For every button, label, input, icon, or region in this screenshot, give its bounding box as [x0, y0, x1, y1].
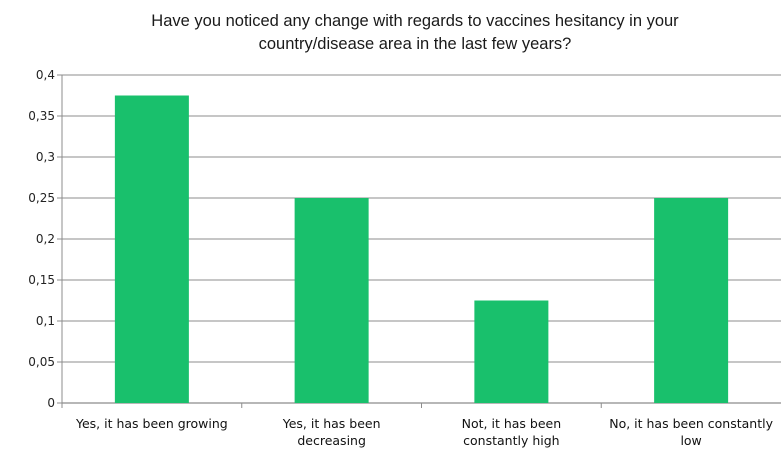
y-tick-label: 0,35 [28, 109, 55, 123]
y-tick-label: 0 [47, 396, 55, 410]
bar [654, 198, 729, 403]
y-tick-label: 0,4 [36, 68, 55, 82]
y-tick-label: 0,2 [36, 232, 55, 246]
x-category-label: Not, it has been [462, 416, 562, 431]
x-category-label: constantly high [463, 433, 559, 448]
x-axis-labels: Yes, it has been growing Yes, it has been… [75, 416, 774, 448]
x-category-label: No, it has been constantly [609, 416, 773, 431]
y-tick-label: 0,3 [36, 150, 55, 164]
y-tick-label: 0,05 [28, 355, 55, 369]
x-category-label: low [680, 433, 701, 448]
bar [474, 300, 549, 403]
y-tick-label: 0,1 [36, 314, 55, 328]
bars [114, 95, 729, 403]
x-category-label: Yes, it has been [282, 416, 381, 431]
y-axis-ticks: 0 0,05 0,1 0,15 0,2 0,25 0,3 0,35 0,4 [28, 68, 55, 410]
x-category-label: Yes, it has been growing [75, 416, 228, 431]
chart-title: Have you noticed any change with regards… [151, 12, 679, 53]
bar [114, 95, 189, 403]
bar [294, 198, 369, 403]
chart-title-line-1: Have you noticed any change with regards… [151, 12, 679, 30]
x-category-label: decreasing [297, 433, 366, 448]
y-tick-label: 0,15 [28, 273, 55, 287]
y-tick-label: 0,25 [28, 191, 55, 205]
chart-title-line-2: country/disease area in the last few yea… [259, 35, 572, 53]
